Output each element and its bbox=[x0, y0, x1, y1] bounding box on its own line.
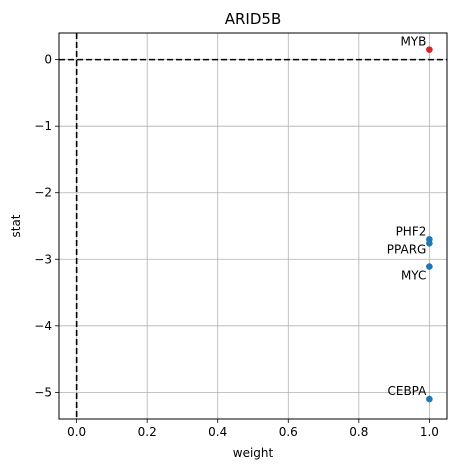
x-axis-ticks: 0.0 0.2 0.4 0.6 0.8 1.0 bbox=[67, 419, 439, 439]
y-tick-label: −1 bbox=[34, 119, 52, 133]
scatter-point bbox=[426, 240, 433, 247]
x-axis-label: weight bbox=[233, 446, 274, 460]
point-label: MYC bbox=[401, 269, 426, 283]
y-tick-label: −3 bbox=[34, 252, 52, 266]
grid bbox=[59, 33, 447, 419]
x-tick-label: 0.4 bbox=[208, 425, 227, 439]
y-axis-label: stat bbox=[9, 214, 23, 237]
point-label: PPARG bbox=[387, 242, 427, 256]
point-label: CEBPA bbox=[387, 384, 427, 398]
y-axis-ticks: 0 −1 −2 −3 −4 −5 bbox=[34, 53, 59, 399]
y-tick-label: −4 bbox=[34, 319, 52, 333]
y-tick-label: −5 bbox=[34, 385, 52, 399]
x-tick-label: 1.0 bbox=[420, 425, 439, 439]
chart-title: ARID5B bbox=[225, 10, 282, 28]
y-tick-label: −2 bbox=[34, 186, 52, 200]
scatter-point bbox=[426, 46, 433, 53]
x-tick-label: 0.6 bbox=[279, 425, 298, 439]
x-tick-label: 0.0 bbox=[67, 425, 86, 439]
scatter-point bbox=[426, 395, 433, 403]
y-tick-label: 0 bbox=[44, 53, 52, 67]
x-tick-label: 0.2 bbox=[138, 425, 157, 439]
plot-frame bbox=[58, 32, 448, 420]
scatter-point bbox=[426, 263, 433, 270]
point-label: PHF2 bbox=[396, 224, 427, 238]
reference-lines bbox=[59, 33, 447, 419]
x-tick-label: 0.8 bbox=[349, 425, 368, 439]
data-points: MYB PHF2 PPARG MYC CEBPA bbox=[387, 35, 433, 403]
point-label: MYB bbox=[400, 35, 426, 49]
